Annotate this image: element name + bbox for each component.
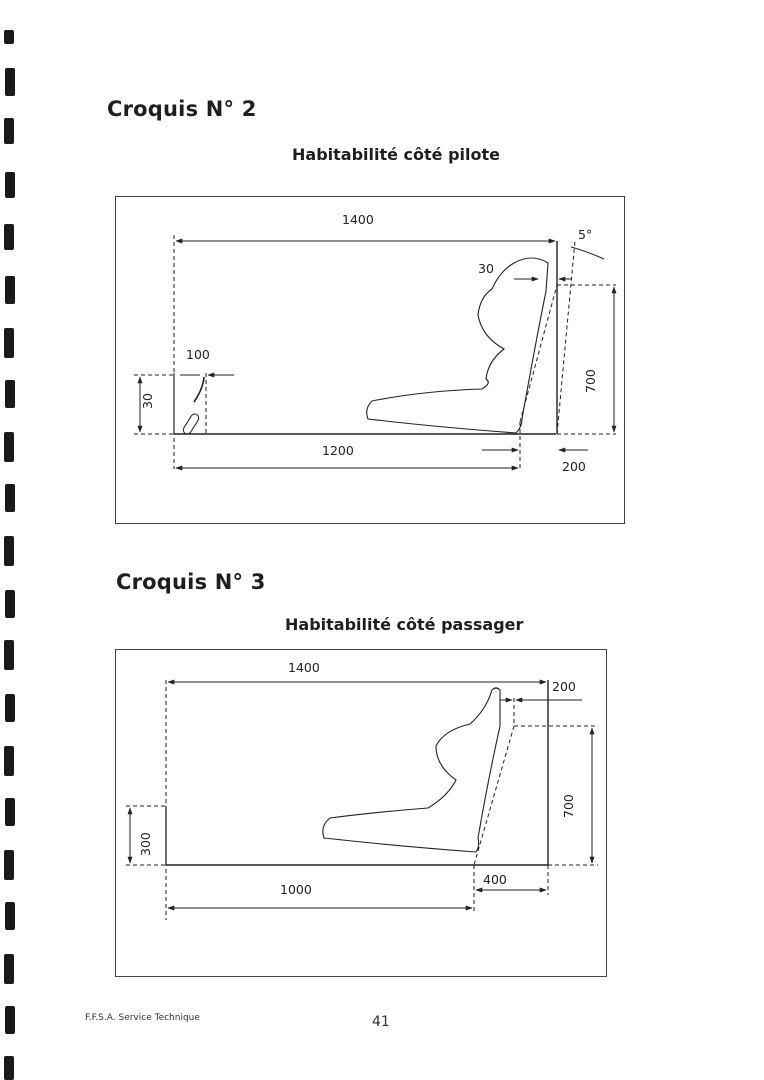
dim-step-width: 100	[186, 347, 210, 362]
dim-rear-gap: 200	[562, 459, 586, 474]
dim-front-height: 300	[138, 832, 153, 856]
dim-rear-gap: 400	[483, 872, 507, 887]
croquis3-title: Croquis N° 3	[116, 570, 266, 594]
croquis2-subtitle: Habitabilité côté pilote	[292, 145, 501, 164]
dim-angle: 5°	[578, 227, 592, 242]
croquis3-subtitle: Habitabilité côté passager	[285, 615, 524, 634]
dim-top-right: 200	[552, 679, 576, 694]
binding-holes	[4, 30, 15, 1080]
dim-back-height: 700	[561, 794, 576, 818]
footer-organization: F.F.S.A. Service Technique	[85, 1013, 200, 1023]
dim-step-height: 30	[140, 393, 155, 409]
dim-floor-length: 1200	[322, 443, 354, 458]
croquis3-drawing: 1400 200 700 300 1000 400	[126, 660, 598, 920]
page-number: 41	[372, 1014, 390, 1030]
dim-seat-offset: 30	[478, 261, 494, 276]
seat-outline	[322, 687, 501, 853]
croquis2-diagram: 1400 5° 30 100 30 700 1200 200	[115, 196, 625, 524]
dim-back-height: 700	[583, 369, 598, 393]
seat-outline	[366, 257, 549, 434]
dim-top-width: 1400	[288, 660, 320, 675]
croquis3-diagram: 1400 200 700 300 1000 400	[115, 649, 607, 977]
croquis2-title: Croquis N° 2	[107, 97, 257, 121]
dim-floor-length: 1000	[280, 882, 312, 897]
pedal-shape	[182, 413, 200, 435]
dim-top-width: 1400	[342, 212, 374, 227]
croquis2-drawing: 1400 5° 30 100 30 700 1200 200	[134, 212, 617, 474]
